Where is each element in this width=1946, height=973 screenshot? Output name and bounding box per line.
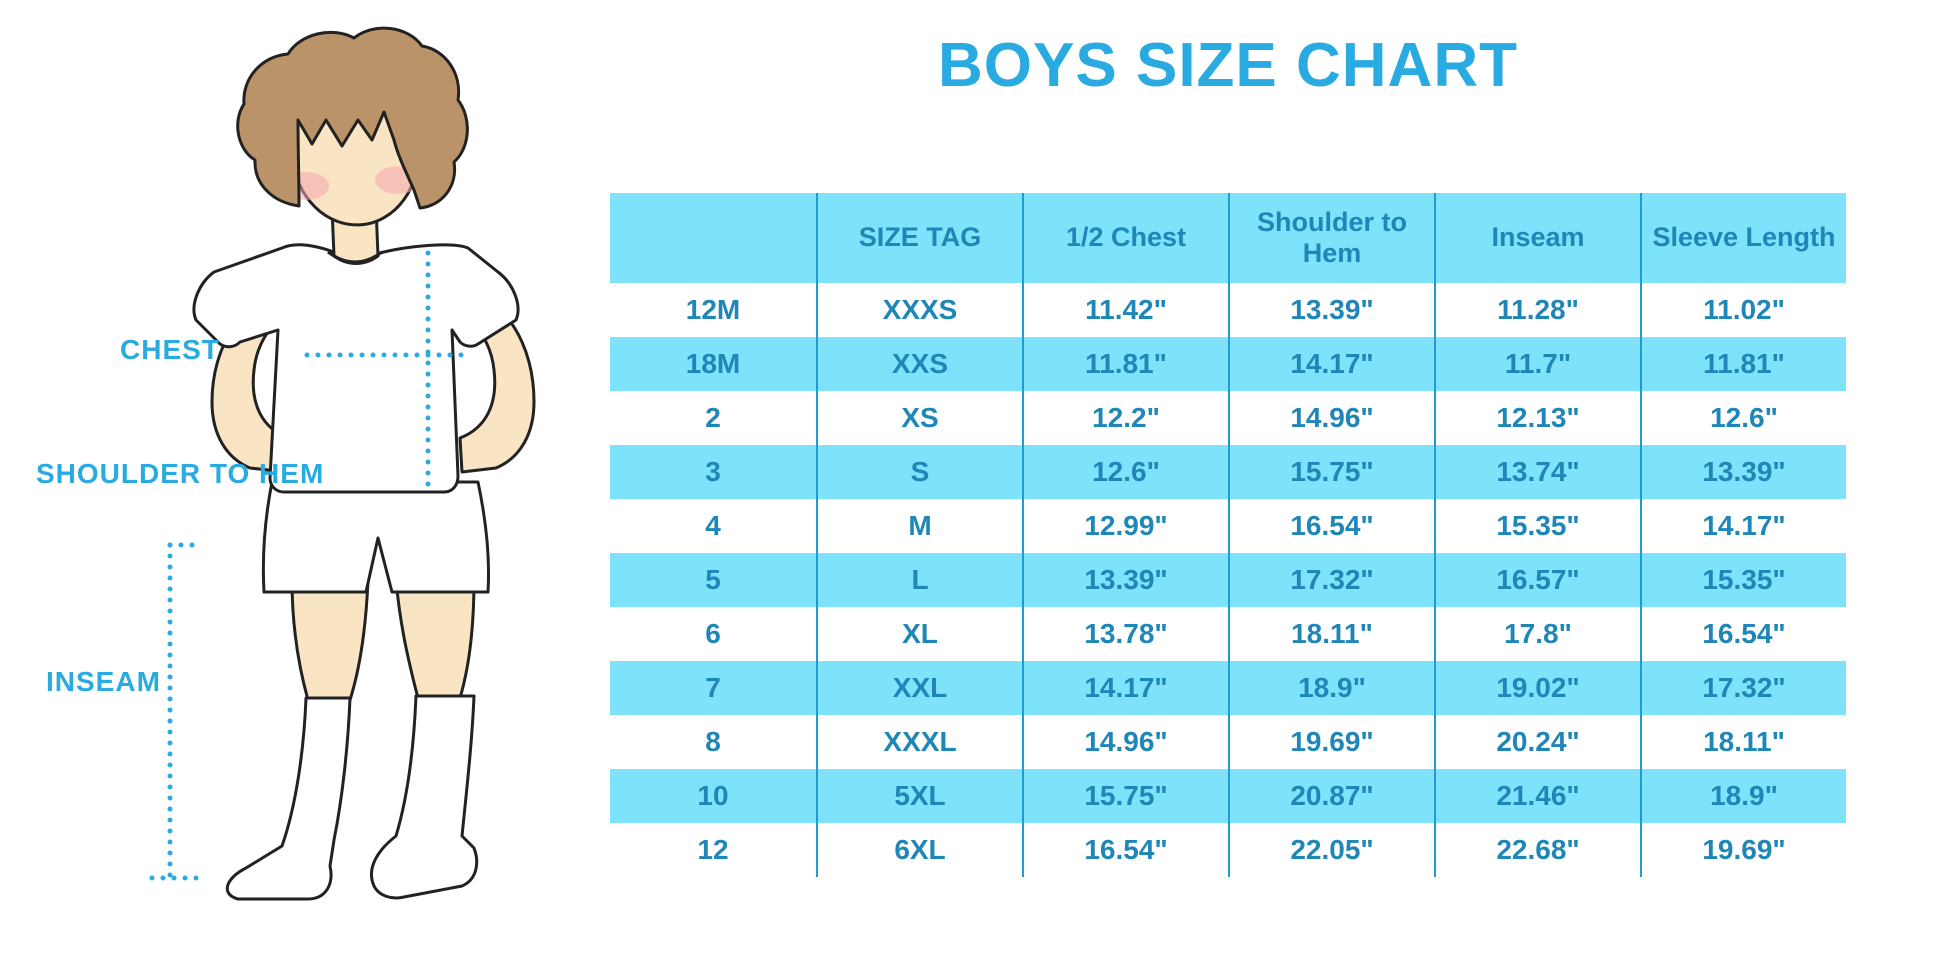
boy-collar bbox=[327, 250, 383, 264]
size-table-header: SIZE TAG 1/2 Chest Shoulder to Hem Inseam Sl… bbox=[610, 193, 1846, 283]
table-cell: 11.81" bbox=[1640, 337, 1846, 391]
table-cell: 15.75" bbox=[1228, 445, 1434, 499]
row-size-cell: 12 bbox=[610, 823, 816, 877]
table-cell: 12.99" bbox=[1022, 499, 1228, 553]
row-size-cell: 5 bbox=[610, 553, 816, 607]
table-cell: S bbox=[816, 445, 1022, 499]
table-cell: XL bbox=[816, 607, 1022, 661]
size-table-body: 12M XXXS 11.42" 13.39" 11.28" 11.02" 18M XXS 11.… bbox=[610, 283, 1846, 877]
boy-left-sock bbox=[225, 696, 352, 901]
table-cell: 11.42" bbox=[1022, 283, 1228, 337]
boy-shorts bbox=[261, 480, 491, 594]
boy-hair bbox=[236, 26, 469, 210]
table-cell: 20.87" bbox=[1228, 769, 1434, 823]
table-cell: 15.35" bbox=[1434, 499, 1640, 553]
row-size-cell: 7 bbox=[610, 661, 816, 715]
header-cell: Sleeve Length bbox=[1640, 193, 1846, 283]
boy-right-sock bbox=[369, 694, 479, 900]
table-cell: XXXS bbox=[816, 283, 1022, 337]
boy-left-leg bbox=[290, 578, 370, 702]
table-cell: 16.54" bbox=[1022, 823, 1228, 877]
header-cell: SIZE TAG bbox=[816, 193, 1022, 283]
row-size-cell: 8 bbox=[610, 715, 816, 769]
table-cell: 13.78" bbox=[1022, 607, 1228, 661]
table-cell: L bbox=[816, 553, 1022, 607]
table-cell: 13.39" bbox=[1228, 283, 1434, 337]
page-title: BOYS SIZE CHART bbox=[938, 31, 1518, 100]
table-cell: 14.17" bbox=[1022, 661, 1228, 715]
table-cell: 11.81" bbox=[1022, 337, 1228, 391]
inseam-label: INSEAM bbox=[46, 666, 161, 697]
header-cell: 1/2 Chest bbox=[1022, 193, 1228, 283]
table-cell: 14.96" bbox=[1022, 715, 1228, 769]
table-cell: 12.6" bbox=[1640, 391, 1846, 445]
table-cell: 13.39" bbox=[1022, 553, 1228, 607]
row-size-cell: 4 bbox=[610, 499, 816, 553]
shoulder-to-hem-label: SHOULDER TO HEM bbox=[36, 458, 325, 489]
row-size-cell: 18M bbox=[610, 337, 816, 391]
chest-label: CHEST bbox=[120, 334, 220, 365]
table-cell: 19.02" bbox=[1434, 661, 1640, 715]
table-cell: 22.68" bbox=[1434, 823, 1640, 877]
table-cell: XS bbox=[816, 391, 1022, 445]
row-size-cell: 12M bbox=[610, 283, 816, 337]
row-size-cell: 10 bbox=[610, 769, 816, 823]
table-cell: 18.11" bbox=[1640, 715, 1846, 769]
boy-illustration bbox=[149, 26, 536, 901]
row-size-cell: 3 bbox=[610, 445, 816, 499]
table-cell: 16.54" bbox=[1640, 607, 1846, 661]
table-cell: 17.32" bbox=[1228, 553, 1434, 607]
table-cell: 15.35" bbox=[1640, 553, 1846, 607]
header-cell: Inseam bbox=[1434, 193, 1640, 283]
row-size-cell: 6 bbox=[610, 607, 816, 661]
table-cell: XXXL bbox=[816, 715, 1022, 769]
table-cell: 21.46" bbox=[1434, 769, 1640, 823]
table-cell: 18.9" bbox=[1640, 769, 1846, 823]
table-cell: 13.39" bbox=[1640, 445, 1846, 499]
table-cell: 14.17" bbox=[1640, 499, 1846, 553]
size-table: SIZE TAG 1/2 Chest Shoulder to Hem Inseam Sl… bbox=[610, 193, 1846, 877]
table-cell: 19.69" bbox=[1640, 823, 1846, 877]
table-cell: 11.28" bbox=[1434, 283, 1640, 337]
table-cell: 11.7" bbox=[1434, 337, 1640, 391]
table-cell: 12.2" bbox=[1022, 391, 1228, 445]
table-cell: 13.74" bbox=[1434, 445, 1640, 499]
header-cell bbox=[610, 193, 816, 283]
table-cell: 18.9" bbox=[1228, 661, 1434, 715]
table-cell: 18.11" bbox=[1228, 607, 1434, 661]
boy-right-arm bbox=[458, 298, 536, 474]
table-cell: 14.17" bbox=[1228, 337, 1434, 391]
header-cell: Shoulder to Hem bbox=[1228, 193, 1434, 283]
table-cell: 6XL bbox=[816, 823, 1022, 877]
table-cell: 5XL bbox=[816, 769, 1022, 823]
row-size-cell: 2 bbox=[610, 391, 816, 445]
table-cell: 12.13" bbox=[1434, 391, 1640, 445]
boy-right-leg bbox=[394, 578, 476, 700]
table-cell: 17.8" bbox=[1434, 607, 1640, 661]
table-cell: 16.54" bbox=[1228, 499, 1434, 553]
table-cell: 16.57" bbox=[1434, 553, 1640, 607]
table-cell: M bbox=[816, 499, 1022, 553]
table-cell: 20.24" bbox=[1434, 715, 1640, 769]
table-cell: 14.96" bbox=[1228, 391, 1434, 445]
table-cell: 12.6" bbox=[1022, 445, 1228, 499]
table-cell: XXS bbox=[816, 337, 1022, 391]
table-cell: 22.05" bbox=[1228, 823, 1434, 877]
boy-shirt bbox=[192, 243, 520, 494]
table-cell: 19.69" bbox=[1228, 715, 1434, 769]
table-cell: XXL bbox=[816, 661, 1022, 715]
table-cell: 17.32" bbox=[1640, 661, 1846, 715]
table-cell: 11.02" bbox=[1640, 283, 1846, 337]
table-cell: 15.75" bbox=[1022, 769, 1228, 823]
